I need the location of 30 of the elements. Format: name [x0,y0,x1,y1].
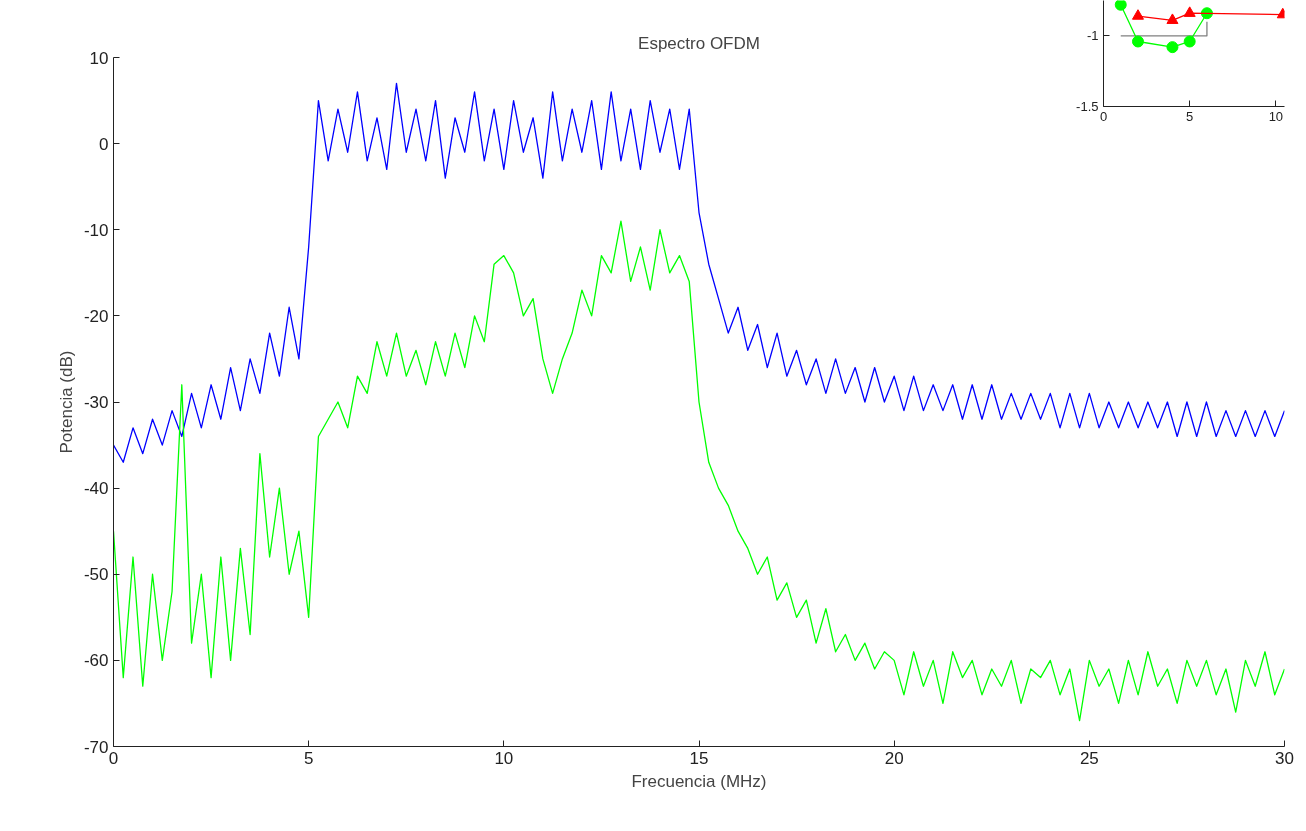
y-tick-label: -60 [83,651,109,671]
chart-title: Espectro OFDM [638,33,760,53]
line-series [113,220,1285,722]
point [1166,13,1179,24]
y-tick-label: -1.5 [1076,99,1099,114]
y-tick-label: -70 [83,737,109,757]
x-tick-label: 5 [303,748,314,768]
y-tick-label: 0 [99,134,109,154]
x-axis-title: Frecuencia (MHz) [631,771,767,791]
x-tick-label: 15 [689,748,709,768]
y-tick-label: -30 [83,393,109,412]
point [1131,9,1144,20]
y-tick-label: -50 [83,565,109,585]
point [1183,6,1196,17]
line-series [113,82,1285,463]
x-tick-label: 30 [1275,748,1294,768]
point [1183,35,1196,48]
y-axis-title: Potencia (dB) [56,350,76,454]
x-tick-label: 10 [494,748,514,768]
y-tick-label: -20 [83,306,109,326]
x-tick-label: 10 [1268,108,1284,124]
y-tick-label: -40 [83,479,109,499]
y-tick-label: -10 [83,220,109,240]
y-tick-label: -1 [1086,28,1099,44]
x-tick-label: 5 [1186,108,1194,124]
y-tick-label: 10 [89,48,109,68]
point [1166,41,1179,54]
x-tick-label: 25 [1079,748,1099,768]
x-tick-label: 20 [884,748,904,768]
point [1131,35,1144,48]
